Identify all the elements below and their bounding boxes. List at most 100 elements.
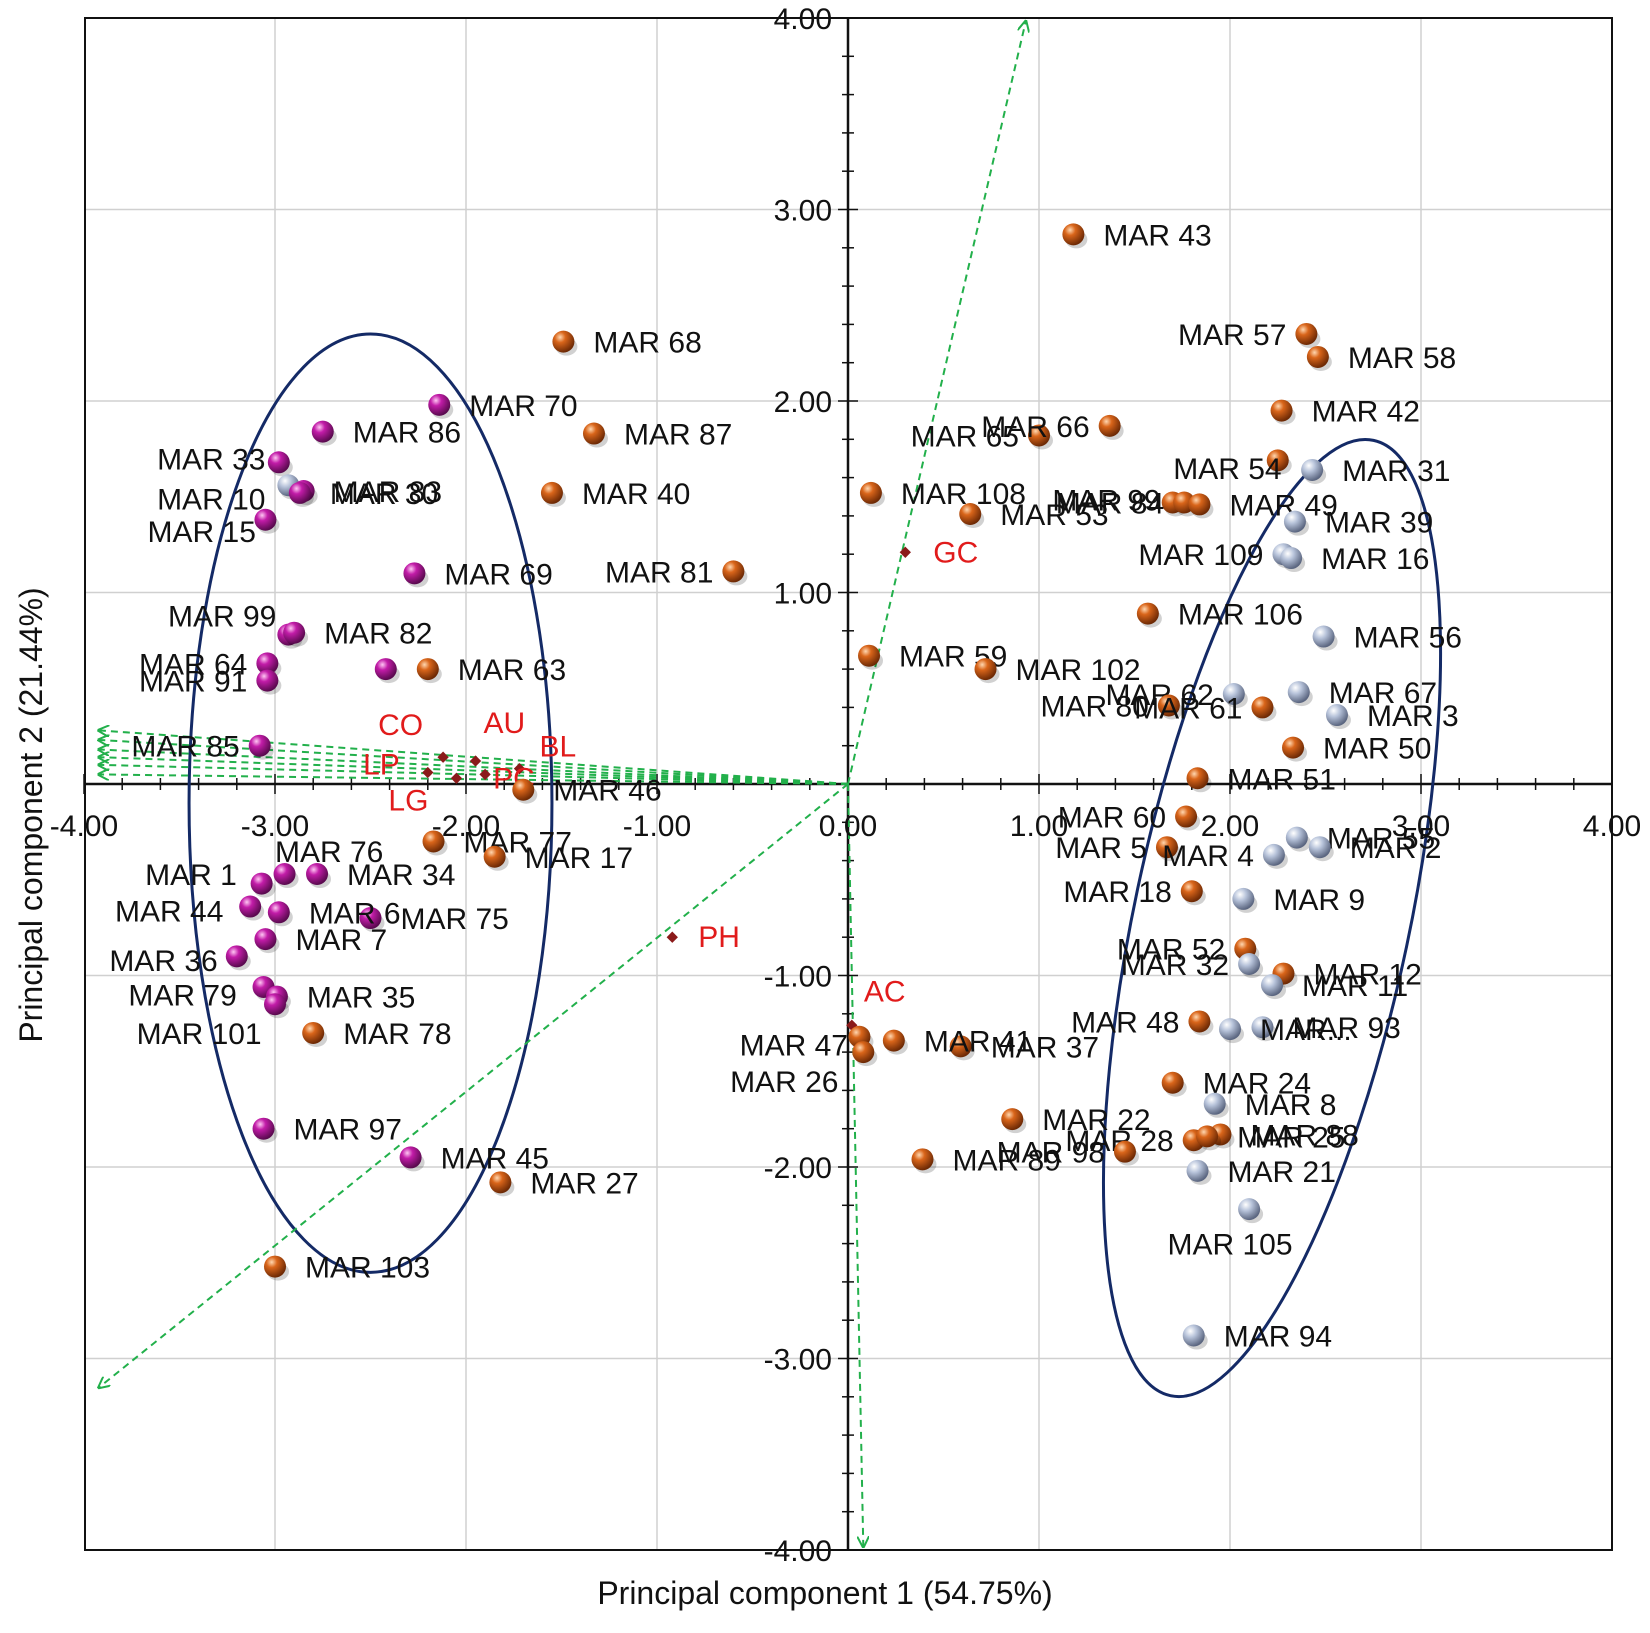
point-label: MAR 87 [624,419,732,452]
data-point [1285,826,1308,849]
x-tick-label: 3.00 [1392,810,1450,843]
data-point [1188,493,1211,516]
point-label: MAR 63 [458,654,566,687]
data-point [852,1041,875,1064]
data-point [1222,682,1245,705]
cluster-ellipse-right [1101,438,1443,1399]
data-point [1136,602,1159,625]
data-point [1113,1140,1136,1163]
x-tick-label: -3.00 [241,810,309,843]
point-label: MAR 33 [157,443,265,476]
data-point [1238,1198,1261,1221]
data-point [1028,424,1050,447]
point-label: MAR 83 [334,476,442,509]
data-point [250,872,273,895]
data-point [399,1146,422,1169]
y-tick-label: 3.00 [774,195,832,228]
data-point [264,1255,286,1278]
data-point [1283,510,1306,533]
point-label: MAR 11 [1302,970,1408,1003]
point-label: MAR 69 [444,558,552,591]
data-point [359,907,382,930]
point-label: MAR 22 [1042,1104,1150,1137]
data-point [483,845,506,868]
point-label: MAR 4 [1162,840,1254,873]
variable-label: CO [378,709,423,742]
point-label: MAR 61 [1134,692,1242,725]
data-point [1196,1125,1219,1148]
point-label: MAR 44 [115,895,223,928]
data-point [267,451,290,474]
data-point [1282,736,1305,759]
data-point [267,901,290,924]
point-label: MAR 57 [1178,319,1286,352]
data-point [1203,1092,1226,1115]
x-tick-label: -1.00 [623,810,691,843]
point-label: MAR 16 [1321,543,1429,576]
data-point [1301,458,1324,481]
data-point [974,658,997,681]
point-label: MAR 77 [464,826,572,859]
data-point [428,393,451,416]
x-tick-label: -4.00 [50,810,118,843]
variable-label: LG [388,784,428,817]
data-point [1251,696,1274,719]
variable-label: LP [363,749,400,782]
x-axis-title: Principal component 1 (54.75%) [597,1575,1052,1611]
point-label: MAR 37 [991,1031,1099,1064]
data-point [1188,1010,1211,1033]
y-axis-title: Principal component 2 (21.44%) [13,587,49,1042]
point-label: MAR 48 [1071,1006,1179,1039]
point-label: MAR 76 [275,836,383,869]
point-label: MAR 32 [1121,949,1229,982]
point-label: MAR 53 [1000,499,1108,532]
data-point [540,481,563,504]
point-label: MAR 58 [1348,342,1456,375]
point-label: MAR 97 [294,1114,402,1147]
point-label: MAR 109 [1138,539,1263,572]
point-label: MAR 39 [1325,507,1433,540]
variable-marker [899,546,911,558]
data-point [1261,974,1284,997]
variable-label: AU [484,707,526,740]
point-label: MAR 51 [1228,763,1336,796]
data-point [1219,1018,1241,1041]
point-label: MAR 9 [1273,884,1365,917]
variable-marker [666,931,678,943]
point-label: MAR 85 [131,731,239,764]
data-point [1186,1159,1209,1182]
point-label: MAR 86 [353,417,461,450]
data-point [582,422,605,445]
point-label: MAR 49 [1229,489,1337,522]
data-point [416,658,439,681]
point-label: MAR 41 [924,1026,1032,1059]
data-point [1287,681,1310,704]
point-label: MAR 6 [309,897,401,930]
data-point [1232,887,1255,910]
data-point [1308,836,1331,859]
x-tick-label: 0.00 [819,810,877,843]
loading-arrow-co [99,730,849,785]
point-label: MAR 55 [1327,823,1435,856]
loading-arrow-lp [99,757,849,785]
data-point [1182,1324,1205,1347]
variable-label: AC [864,975,906,1008]
data-point [374,658,397,681]
point-label: MAR 78 [343,1018,451,1051]
point-label: MAR... [1260,1014,1352,1047]
data-point [1062,223,1085,246]
y-tick-label: -3.00 [764,1344,832,1377]
y-tick-label: -2.00 [764,1152,832,1185]
variable-marker [437,751,449,763]
data-point [254,928,277,951]
y-tick-label: 1.00 [774,578,832,611]
data-point [512,778,535,801]
point-label: MAR 66 [981,411,1089,444]
loading-arrows [99,22,1025,1546]
variable-marker [422,766,434,779]
point-label: MAR 93 [1292,1012,1400,1045]
data-point [1251,1016,1274,1039]
data-point [489,1171,512,1194]
x-tick-label: -2.00 [432,810,500,843]
point-label: MAR 91 [139,666,247,699]
